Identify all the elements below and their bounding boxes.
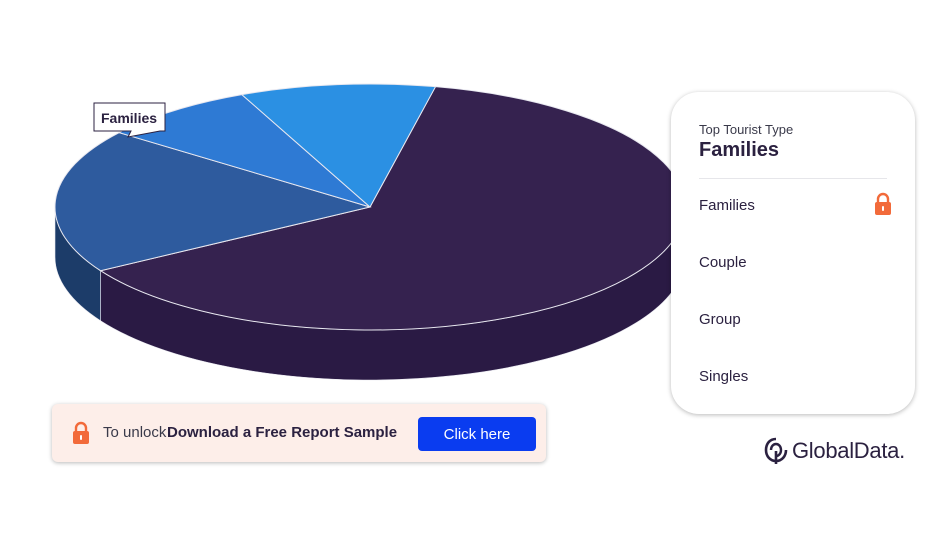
legend-card: Top Tourist Type Families Families Coupl…	[671, 92, 915, 414]
globaldata-logo-icon	[764, 437, 788, 464]
pie-tops	[54, 83, 686, 331]
callout-label: Families	[101, 110, 157, 126]
legend-item-couple[interactable]: Couple	[699, 254, 747, 271]
legend-divider	[699, 178, 887, 179]
callout-box	[93, 102, 166, 138]
callout-families: Families	[93, 102, 166, 138]
unlock-cta-text: Download a Free Report Sample	[167, 424, 398, 441]
legend-top-value: Families	[699, 139, 780, 161]
lock-icon	[875, 192, 891, 215]
unlock-prefix-text: To unlock	[103, 424, 167, 441]
pie-slice-couple[interactable]	[54, 132, 372, 272]
legend-item-families[interactable]: Families	[699, 197, 755, 214]
pie-slice-families[interactable]	[99, 86, 686, 331]
legend-item-singles[interactable]: Singles	[699, 368, 749, 385]
click-here-button[interactable]: Click here	[418, 417, 536, 451]
lock-icon	[73, 421, 89, 444]
unlock-banner: To unlock Download a Free Report Sample …	[52, 404, 546, 462]
legend-caption: Top Tourist Type	[699, 122, 794, 137]
globaldata-logo-text: GlobalData.	[792, 438, 905, 463]
legend-item-group[interactable]: Group	[699, 311, 741, 328]
globaldata-logo: GlobalData.	[764, 436, 905, 466]
pie-slice-singles[interactable]	[240, 83, 437, 208]
